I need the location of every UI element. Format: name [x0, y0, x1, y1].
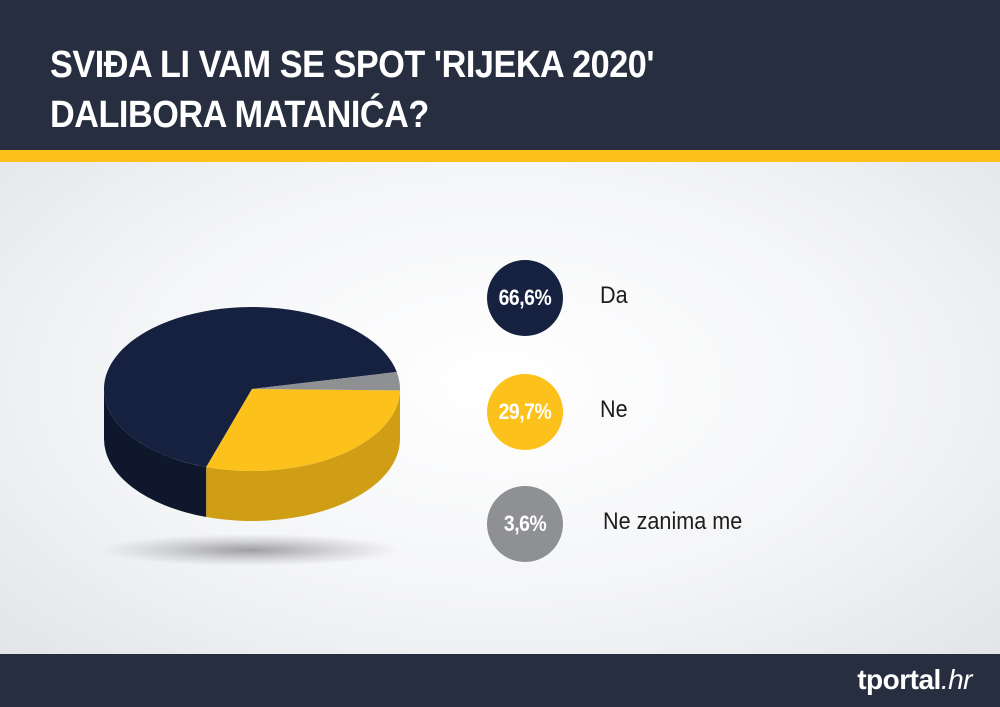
- pie-slices: [104, 306, 400, 521]
- legend-percent-label: 3,6%: [503, 511, 547, 536]
- legend-percent-label: 29,7%: [498, 399, 552, 424]
- legend-percent-badge: 29,7%: [487, 374, 563, 450]
- pie-slice-ne-zanima-me: [252, 371, 400, 391]
- legend-label: Ne zanima me: [603, 508, 743, 535]
- footer-bar: tportal.hr: [0, 654, 1000, 707]
- pie-side-da: [104, 389, 207, 517]
- brand-suffix: .hr: [940, 664, 973, 695]
- legend-percent-badge: 3,6%: [487, 486, 563, 562]
- pie-slice-da: [104, 306, 397, 467]
- legend-label: Ne: [600, 396, 628, 423]
- title-line-1: SVIĐA LI VAM SE SPOT 'RIJEKA 2020': [50, 44, 655, 86]
- page-title: SVIĐA LI VAM SE SPOT 'RIJEKA 2020' DALIB…: [50, 40, 655, 140]
- pie-shadow: [100, 534, 400, 566]
- brand-main: tportal: [857, 664, 941, 695]
- legend-label: Da: [600, 282, 628, 309]
- header-bar: SVIĐA LI VAM SE SPOT 'RIJEKA 2020' DALIB…: [0, 0, 1000, 150]
- pie-chart: [100, 306, 400, 566]
- pie-slice-ne: [206, 389, 400, 471]
- accent-bar: [0, 150, 1000, 162]
- legend-percent-badge: 66,6%: [487, 260, 563, 336]
- pie-side-ne: [206, 390, 400, 521]
- legend-percent-label: 66,6%: [498, 285, 552, 310]
- title-line-2: DALIBORA MATANIĆA?: [50, 94, 429, 136]
- brand-logo: tportal.hr: [857, 664, 972, 696]
- chart-area: 66,6% Da 29,7% Ne 3,6% Ne zanima me: [0, 162, 1000, 654]
